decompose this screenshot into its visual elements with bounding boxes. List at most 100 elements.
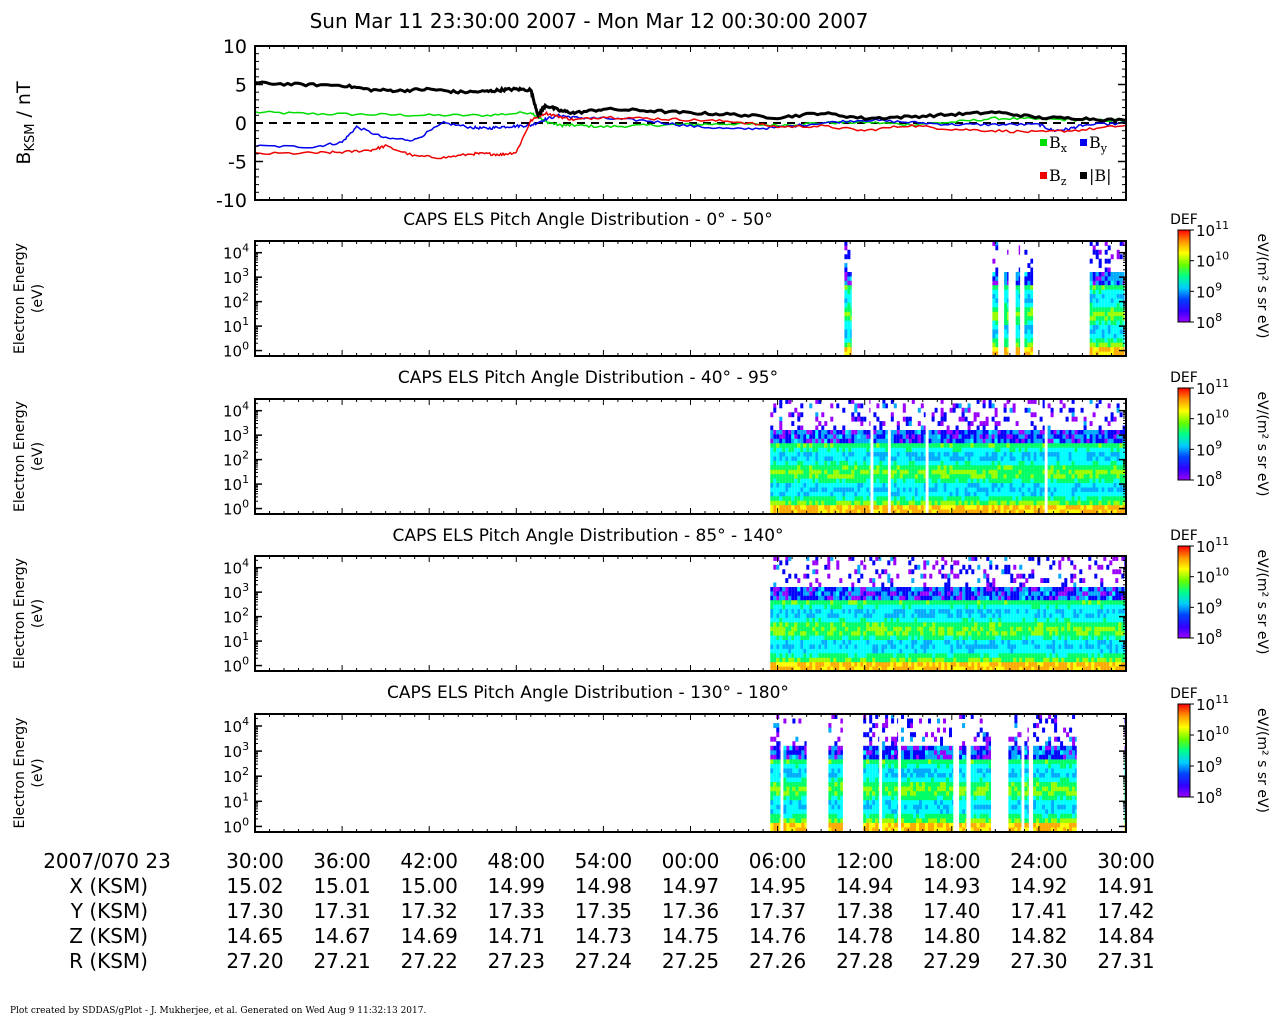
spectrogram-cell xyxy=(991,430,995,435)
spectrogram-cell xyxy=(976,456,980,462)
spectrogram-cell xyxy=(964,438,968,444)
spectrogram-cell xyxy=(976,430,980,435)
spectrogram-cell xyxy=(776,460,780,466)
spectrogram-cell xyxy=(964,460,968,466)
spectrogram-cell xyxy=(896,609,900,614)
spectrogram-cell xyxy=(1098,329,1102,335)
spectrogram-cell xyxy=(833,452,837,457)
spectrogram-cell xyxy=(1113,325,1117,330)
spec-ytick-exponent: 1 xyxy=(242,315,249,328)
spectrogram-cell xyxy=(1009,509,1013,515)
spectrogram-cell xyxy=(788,617,792,623)
spectrogram-cell xyxy=(779,438,783,444)
spectrogram-cell xyxy=(791,491,795,497)
spectrogram-cell xyxy=(920,456,924,462)
spectrogram-cell xyxy=(1039,430,1043,435)
spectrogram-cell xyxy=(997,430,1001,435)
spectrogram-cell xyxy=(1036,496,1040,502)
spectrogram-cell xyxy=(905,460,909,466)
spectrogram-cell xyxy=(1095,298,1099,304)
spectrogram-cell xyxy=(1104,351,1108,357)
spectrogram-cell xyxy=(876,469,880,475)
spectrogram-cell xyxy=(830,587,834,592)
spectrogram-cell xyxy=(1113,289,1117,295)
spectrogram-cell xyxy=(824,469,828,475)
spectrogram-cell xyxy=(947,617,951,623)
spectrogram-cell xyxy=(815,487,819,493)
spectrogram-cell xyxy=(914,600,918,606)
spectrogram-cell xyxy=(794,447,798,453)
spectrogram-cell xyxy=(1101,487,1105,493)
spectrogram-cell xyxy=(833,613,837,619)
spectrogram-cell xyxy=(890,491,894,497)
spectrogram-cell xyxy=(770,587,774,592)
spectrogram-cell xyxy=(830,640,834,645)
spectrogram-cell xyxy=(923,591,927,597)
spectrogram-cell xyxy=(992,338,996,344)
spectrogram-cell xyxy=(1098,320,1102,326)
spectrogram-cell xyxy=(869,640,873,645)
spectrogram-cell xyxy=(872,587,876,592)
spectrogram-cell xyxy=(797,430,801,435)
spectrogram-cell xyxy=(1077,434,1081,440)
spectrogram-cell xyxy=(1095,289,1099,295)
spectrogram-cell xyxy=(970,456,974,462)
spectrogram-cell xyxy=(885,438,888,444)
spectrogram-cell xyxy=(928,456,932,462)
spectrogram-cell xyxy=(944,666,948,672)
spectrogram-cell xyxy=(842,622,846,628)
spectrogram-cell xyxy=(836,491,840,497)
spectrogram-cell xyxy=(788,666,792,672)
spectrogram-cell xyxy=(797,478,801,484)
spectrogram-cell xyxy=(917,509,921,515)
spectrogram-cell xyxy=(982,438,986,444)
spectrogram-cell xyxy=(866,600,870,606)
spectrogram-cell xyxy=(902,595,906,601)
spectrogram-cell xyxy=(934,407,938,413)
spectrogram-cell xyxy=(1089,241,1093,246)
spectrogram-cell xyxy=(776,604,780,610)
spectrogram-cell xyxy=(896,640,900,645)
spectrogram-cell xyxy=(848,469,852,475)
spectrogram-cell xyxy=(869,666,873,672)
spectrogram-cell xyxy=(943,483,947,488)
spectrogram-cell xyxy=(931,460,935,466)
spec-ytick-label: 104 xyxy=(223,400,249,421)
spectrogram-cell xyxy=(794,613,798,619)
spectrogram-cell xyxy=(1009,483,1013,488)
spectrogram-cell xyxy=(1083,491,1087,497)
spectrogram-cell xyxy=(1024,347,1028,353)
spectrogram-cell xyxy=(830,617,834,623)
spectrogram-cell xyxy=(937,500,941,506)
spectrogram-title: CAPS ELS Pitch Angle Distribution - 40° … xyxy=(398,368,778,388)
spectrogram-cell xyxy=(854,452,858,457)
spectrogram-cell xyxy=(962,604,966,610)
spectrogram-cell xyxy=(1015,294,1019,299)
spectrogram-cell xyxy=(803,469,807,475)
spectrogram-cell xyxy=(991,456,995,462)
spectrogram-cell xyxy=(1004,342,1008,348)
spectrogram-cell xyxy=(1098,316,1102,322)
spectrogram-cell xyxy=(1015,342,1019,348)
spectrogram-cell xyxy=(791,666,795,672)
spectrogram-cell xyxy=(836,635,840,641)
spectrogram-cell xyxy=(882,430,886,435)
spectrogram-cell xyxy=(809,483,813,488)
spectrogram-cell xyxy=(1116,342,1120,348)
spectrogram-cell xyxy=(788,613,792,619)
spectrogram-cell xyxy=(995,316,999,322)
spectrogram-cell xyxy=(851,622,855,628)
spectrogram-cell xyxy=(1030,267,1034,273)
spectrogram-cell xyxy=(899,595,903,601)
spectrogram-cell xyxy=(965,587,969,592)
spectrogram-cell xyxy=(1107,500,1111,506)
spectrogram-cell xyxy=(1098,294,1102,299)
spectrogram-cell xyxy=(1027,509,1031,515)
spectrogram-cell xyxy=(845,653,849,659)
spectrogram-cell xyxy=(938,631,942,637)
spectrogram-cell xyxy=(844,289,848,295)
spectrogram-cell xyxy=(803,474,807,480)
spectrogram-cell xyxy=(866,430,870,435)
spectrogram-cell xyxy=(1033,456,1037,462)
spectrogram-cell xyxy=(1050,500,1054,506)
